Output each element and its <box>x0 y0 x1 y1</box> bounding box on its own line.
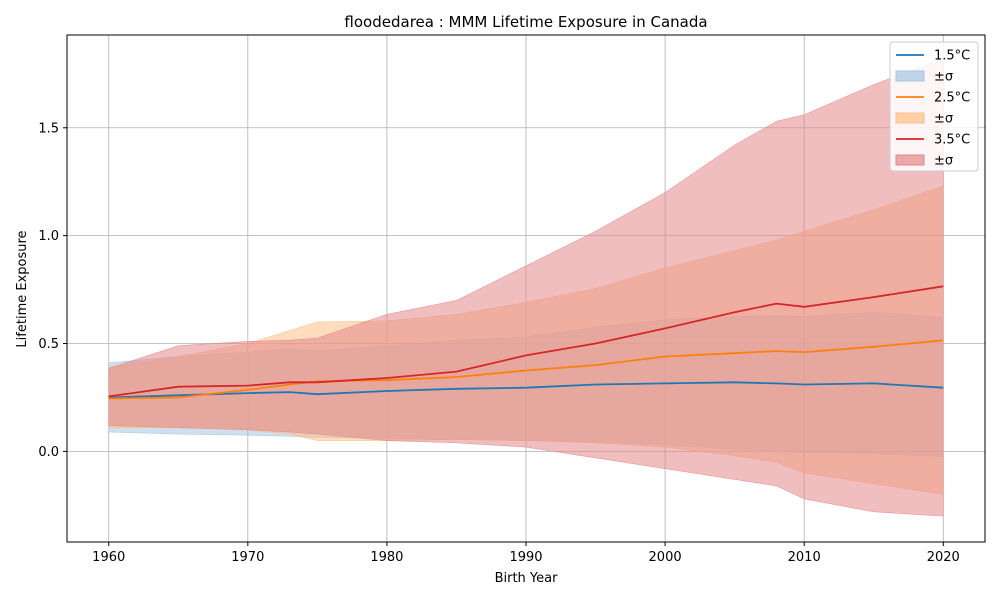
y-tick-label: 0.5 <box>38 337 59 352</box>
legend: 1.5°C ±σ 2.5°C ±σ 3.5°C ±σ <box>889 41 979 172</box>
y-axis-label: Lifetime Exposure <box>15 230 30 347</box>
legend-label: 2.5°C <box>934 91 970 106</box>
x-tick-label: 2010 <box>788 550 821 565</box>
legend-label: 3.5°C <box>934 133 970 148</box>
y-tick-label: 1.5 <box>38 121 59 136</box>
uncertainty-bands <box>108 58 944 517</box>
legend-band-swatch <box>895 112 925 124</box>
band-3.5°C <box>108 58 944 517</box>
x-tick-label: 1970 <box>231 550 264 565</box>
series-line-2.5°C <box>108 339 944 400</box>
legend-label: 1.5°C <box>934 49 970 64</box>
y-axis-ticks: 0.0 0.5 1.0 1.5 <box>38 121 67 460</box>
legend-band-swatch <box>895 70 925 82</box>
x-tick-label: 2000 <box>649 550 682 565</box>
y-tick-label: 0.0 <box>38 445 59 460</box>
x-axis-ticks: 1960 1970 1980 1990 2000 2010 2020 <box>92 542 960 565</box>
legend-band-swatch <box>895 154 925 166</box>
legend-label: ±σ <box>934 112 953 127</box>
series-line-1.5°C <box>108 381 944 399</box>
x-tick-label: 1990 <box>509 550 542 565</box>
x-tick-label: 1980 <box>370 550 403 565</box>
y-tick-label: 1.0 <box>38 229 59 244</box>
chart-title: floodedarea : MMM Lifetime Exposure in C… <box>344 13 707 31</box>
x-tick-label: 1960 <box>92 550 125 565</box>
legend-label: ±σ <box>934 154 953 169</box>
series-line-3.5°C <box>108 285 944 398</box>
series-lines <box>108 285 944 400</box>
legend-label: ±σ <box>934 70 953 85</box>
x-tick-label: 2020 <box>927 550 960 565</box>
x-axis-label: Birth Year <box>495 571 559 586</box>
